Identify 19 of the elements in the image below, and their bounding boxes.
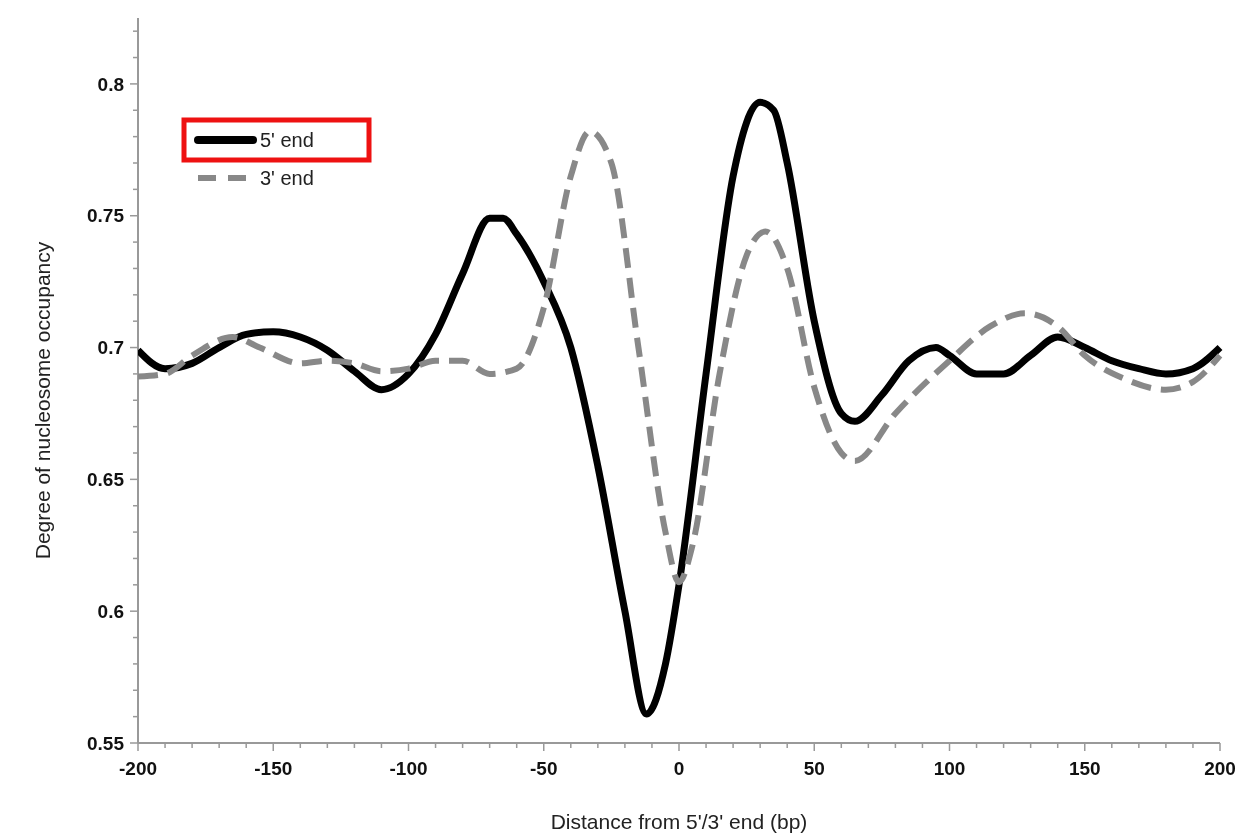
y-tick-label: 0.6 xyxy=(97,600,124,622)
x-tick-label: 0 xyxy=(673,758,685,779)
x-tick-label: -100 xyxy=(389,758,428,779)
x-tick-label: -200 xyxy=(118,758,158,779)
x-tick-label: -150 xyxy=(254,758,293,779)
x-tick-label: 50 xyxy=(803,758,825,779)
y-tick-label: 0.8 xyxy=(97,73,124,95)
x-axis-title: Distance from 5'/3' end (bp) xyxy=(550,810,808,833)
y-tick-label: 0.7 xyxy=(97,337,124,359)
x-tick-label: 200 xyxy=(1204,758,1236,779)
x-tick-label: -50 xyxy=(530,758,558,779)
y-axis-title: Degree of nucleosome occupancy xyxy=(31,241,54,560)
y-tick-label: 0.55 xyxy=(87,732,125,754)
y-tick-label: 0.75 xyxy=(87,205,125,227)
legend-label: 3' end xyxy=(260,167,314,189)
x-tick-label: 150 xyxy=(1068,758,1101,779)
x-tick-label: 100 xyxy=(933,758,966,779)
legend-label: 5' end xyxy=(260,129,314,151)
y-tick-label: 0.65 xyxy=(87,469,125,491)
